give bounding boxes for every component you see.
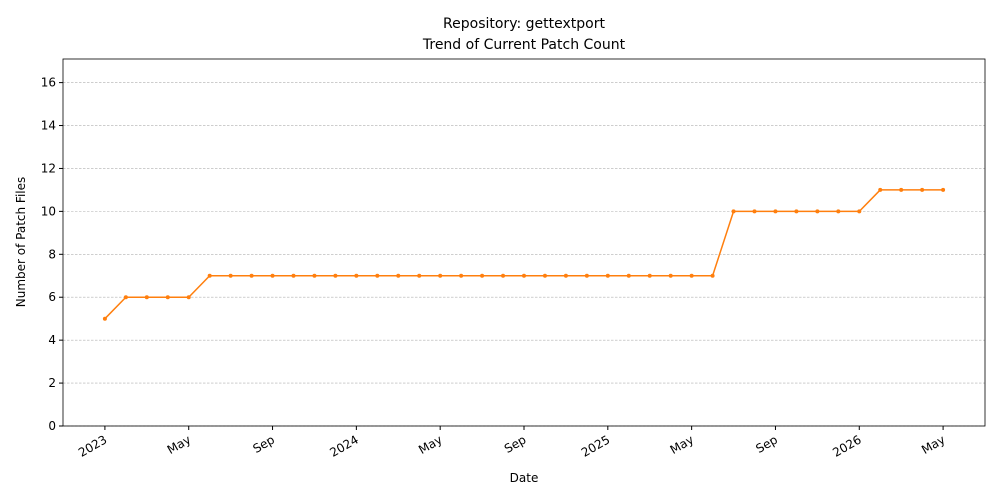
- chart-title: Repository: gettextport: [443, 16, 605, 32]
- data-point: [312, 273, 317, 278]
- data-point: [731, 209, 736, 214]
- y-tick-label: 12: [41, 161, 56, 175]
- chart-subtitle: Trend of Current Patch Count: [422, 37, 626, 53]
- data-point: [794, 209, 799, 214]
- data-point: [228, 273, 233, 278]
- y-tick-label: 0: [48, 419, 56, 433]
- data-point: [941, 187, 946, 192]
- y-tick-label: 6: [48, 290, 56, 304]
- data-point: [249, 273, 254, 278]
- data-point: [480, 273, 485, 278]
- data-point: [752, 209, 757, 214]
- data-point: [333, 273, 338, 278]
- data-point: [144, 295, 149, 300]
- data-point: [857, 209, 862, 214]
- data-point: [459, 273, 464, 278]
- data-point: [815, 209, 820, 214]
- x-tick-label: May: [919, 432, 947, 457]
- data-point: [207, 273, 212, 278]
- data-point: [438, 273, 443, 278]
- data-point: [710, 273, 715, 278]
- data-point: [584, 273, 589, 278]
- y-tick-label: 16: [41, 76, 56, 90]
- x-tick-label: Sep: [502, 432, 529, 455]
- y-tick-label: 14: [41, 119, 56, 133]
- x-tick-label: 2024: [327, 432, 360, 459]
- data-point: [920, 187, 925, 192]
- x-tick-label: Sep: [250, 432, 277, 455]
- y-tick-label: 4: [48, 333, 56, 347]
- data-point: [626, 273, 631, 278]
- data-point: [542, 273, 547, 278]
- data-point: [773, 209, 778, 214]
- x-tick-label: 2026: [830, 432, 863, 459]
- x-tick-label: 2025: [579, 432, 612, 459]
- data-point: [354, 273, 359, 278]
- data-point: [668, 273, 673, 278]
- data-point: [270, 273, 275, 278]
- y-tick-label: 8: [48, 247, 56, 261]
- data-point: [563, 273, 568, 278]
- data-point: [899, 187, 904, 192]
- data-point: [186, 295, 191, 300]
- data-point: [291, 273, 296, 278]
- data-point: [605, 273, 610, 278]
- data-point: [501, 273, 506, 278]
- data-point: [396, 273, 401, 278]
- x-axis-label: Date: [510, 471, 539, 485]
- plot-frame: [62, 58, 986, 427]
- data-point: [102, 316, 107, 321]
- y-axis-label: Number of Patch Files: [14, 177, 28, 308]
- x-tick-label: May: [165, 432, 193, 457]
- data-point: [375, 273, 380, 278]
- y-tick-label: 2: [48, 376, 56, 390]
- data-point: [647, 273, 652, 278]
- x-tick-label: 2023: [76, 432, 109, 459]
- x-tick-label: Sep: [753, 432, 780, 455]
- data-point: [522, 273, 526, 278]
- y-tick-label: 10: [41, 204, 56, 218]
- data-point: [123, 295, 128, 300]
- data-point: [689, 273, 694, 278]
- data-point: [417, 273, 422, 278]
- data-point: [836, 209, 841, 214]
- data-point: [165, 295, 170, 300]
- data-point: [878, 187, 883, 192]
- x-tick-label: May: [416, 432, 444, 457]
- x-tick-label: May: [668, 432, 696, 457]
